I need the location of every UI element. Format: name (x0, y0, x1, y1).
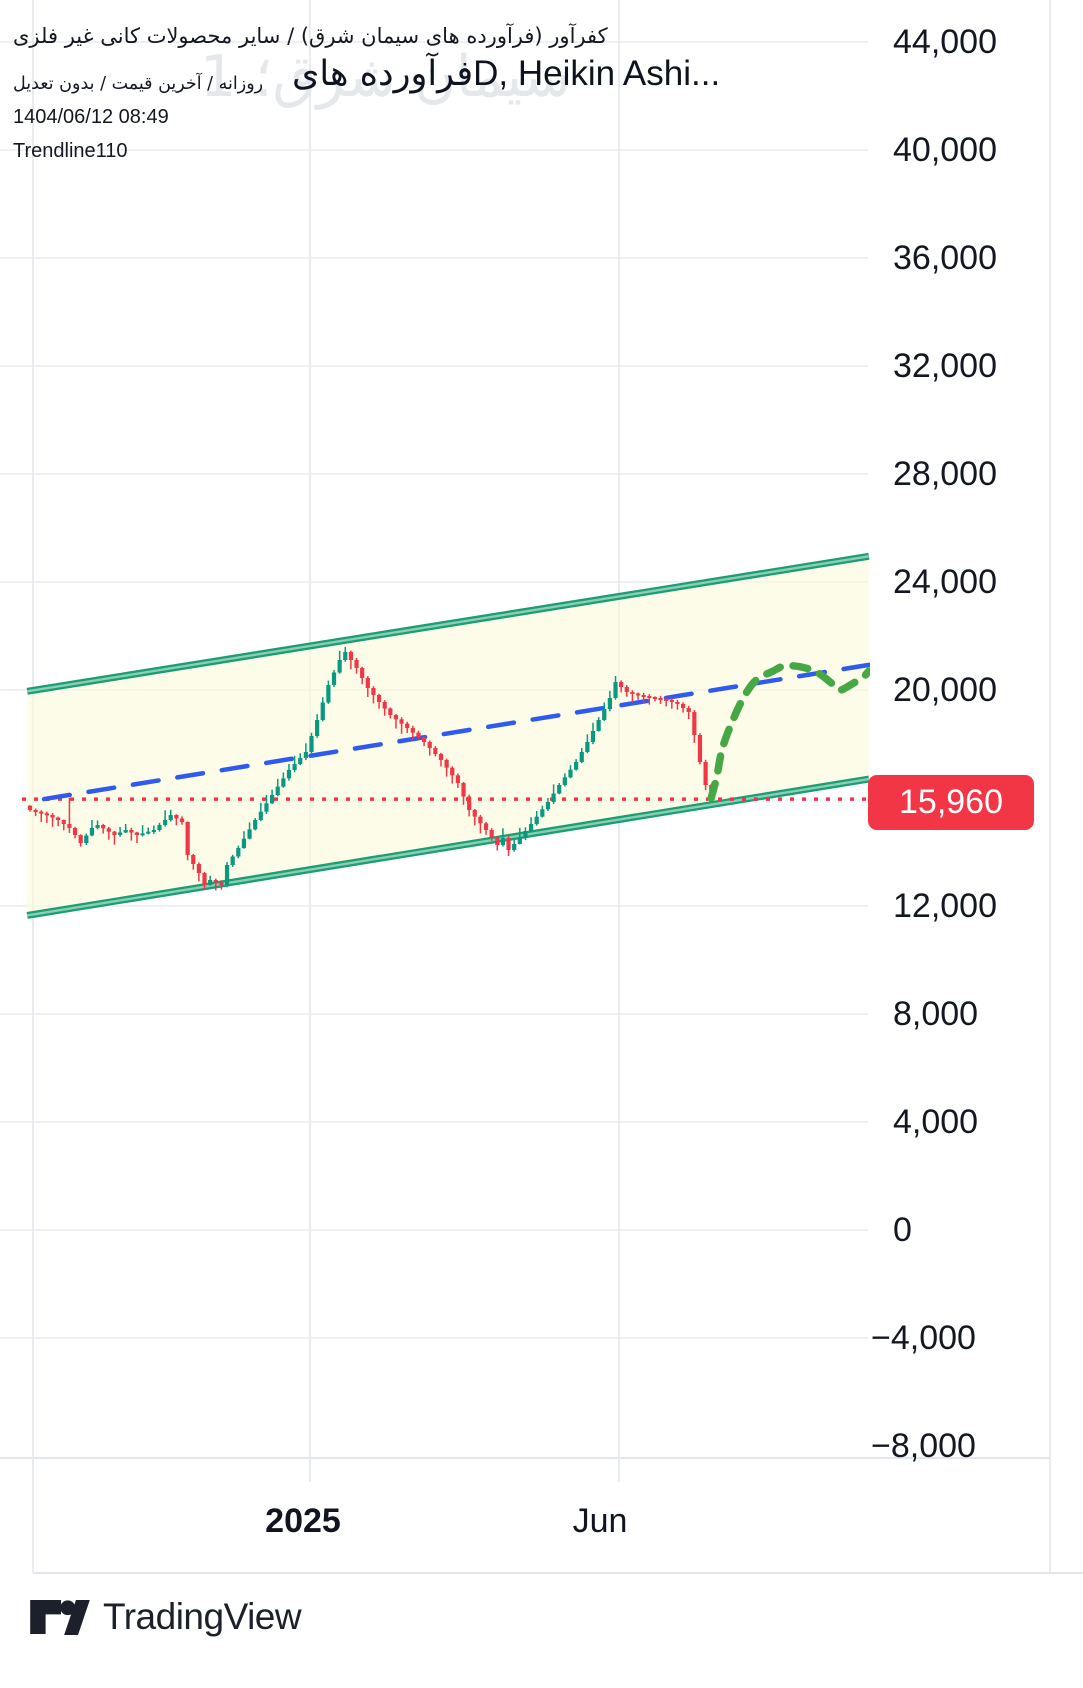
time-axis-label-year: 2025 (265, 1502, 341, 1540)
price-tick-label: −8,000 (871, 1427, 976, 1465)
tradingview-logo[interactable]: TradingView (30, 1596, 302, 1638)
legend-info-line: روزانه / آخرین قیمت / بدون تعدیل (13, 74, 264, 94)
price-tick-label: 12,000 (893, 887, 997, 925)
price-tick-label: 24,000 (893, 563, 997, 601)
price-tick-label: 20,000 (893, 671, 997, 709)
price-tick-label: 4,000 (893, 1103, 979, 1141)
legend-interval-style: D, Heikin Ashi... (473, 54, 721, 93)
indicator-label: Trendline110 (13, 140, 128, 162)
price-tick-label: 32,000 (893, 347, 997, 385)
price-tick-label: 28,000 (893, 455, 997, 493)
symbol-watermark: سیمان شرق؛ 1 (200, 44, 572, 110)
last-price-badge: 15,960 (868, 775, 1034, 830)
tradingview-logo-text: TradingView (103, 1596, 302, 1637)
price-tick-label: 36,000 (893, 239, 997, 277)
price-tick-label: 0 (893, 1211, 912, 1249)
chart-legend: فرآورده هایD, Heikin Ashi... (292, 54, 720, 94)
price-tick-label: 44,000 (893, 23, 997, 61)
instrument-title: کفرآور (فرآورده های سیمان شرق) / سایر مح… (13, 24, 608, 48)
price-tick-label: 8,000 (893, 995, 979, 1033)
price-tick-label: 40,000 (893, 131, 997, 169)
last-bar-datetime: 1404/06/12 08:49 (13, 106, 169, 128)
legend-symbol-name: فرآورده های (292, 54, 474, 94)
time-axis-label-month: Jun (572, 1502, 628, 1540)
tradingview-logo-icon (30, 1599, 90, 1635)
price-tick-label: −4,000 (871, 1319, 976, 1357)
